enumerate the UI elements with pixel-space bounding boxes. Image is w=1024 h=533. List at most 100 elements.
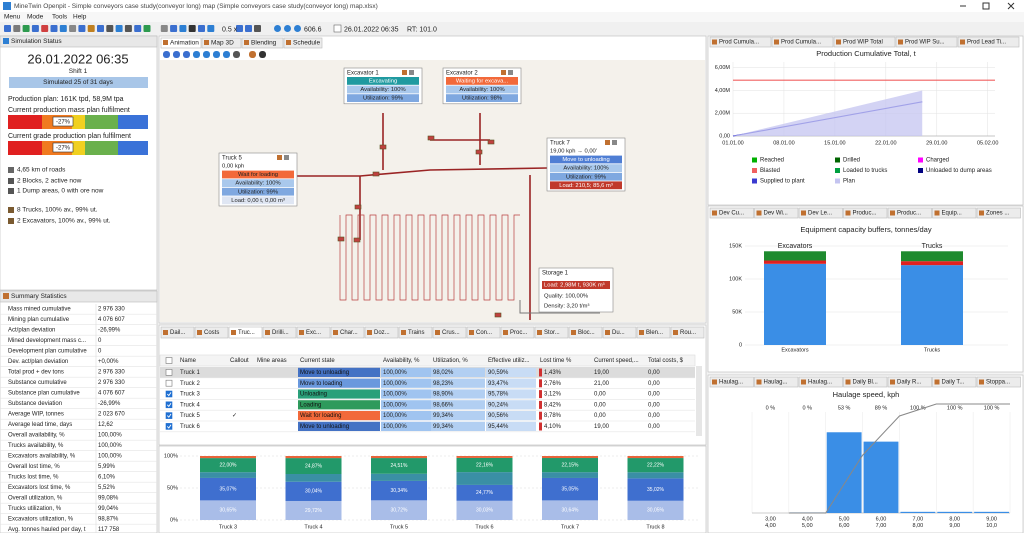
tab[interactable] — [798, 376, 843, 388]
menu-item[interactable]: Mode — [27, 14, 44, 21]
map-tool[interactable] — [213, 51, 220, 58]
tab[interactable] — [262, 326, 297, 339]
toolbar-button[interactable] — [170, 25, 178, 32]
toolbar-button[interactable] — [254, 25, 261, 32]
tab-label[interactable]: Prod Cumula... — [719, 40, 759, 46]
tab[interactable] — [228, 326, 263, 339]
tab-label[interactable]: Bloc... — [578, 330, 595, 336]
tab[interactable] — [932, 207, 977, 219]
tab-label[interactable]: Dev Cu... — [719, 211, 744, 217]
tab[interactable] — [754, 376, 799, 388]
tab-label[interactable]: Trains — [408, 330, 424, 336]
toolbar-button[interactable] — [274, 25, 281, 32]
toolbar-button[interactable] — [207, 25, 215, 32]
tab[interactable] — [887, 207, 932, 219]
tab[interactable] — [670, 326, 705, 339]
toolbar-button[interactable] — [69, 25, 77, 32]
toolbar-button[interactable] — [97, 25, 104, 32]
tab-label[interactable]: Stor... — [544, 330, 560, 336]
toolbar-button[interactable] — [245, 25, 252, 32]
toolbar-button[interactable] — [188, 25, 196, 32]
tab-label[interactable]: Con... — [476, 330, 492, 336]
tab-label[interactable]: Haulag... — [808, 380, 832, 386]
checkbox[interactable] — [165, 423, 173, 430]
tab[interactable] — [398, 326, 433, 339]
tab-label[interactable]: Produc... — [897, 211, 921, 217]
toolbar-button[interactable] — [50, 25, 58, 32]
tab[interactable] — [330, 326, 365, 339]
tab-label[interactable]: Daily R... — [897, 380, 922, 386]
toolbar-button[interactable] — [284, 25, 291, 32]
tab-label[interactable]: Char... — [340, 330, 358, 336]
tab-label[interactable]: Dail... — [170, 330, 186, 336]
toolbar-button[interactable] — [13, 25, 21, 32]
tab[interactable] — [843, 207, 888, 219]
map-tool[interactable] — [193, 51, 200, 58]
map-tool[interactable] — [249, 51, 256, 58]
tab-label[interactable]: Drilli... — [272, 330, 289, 336]
toolbar-button[interactable] — [124, 25, 132, 32]
tab[interactable] — [709, 207, 754, 219]
map-tool[interactable] — [203, 51, 210, 58]
tab-label[interactable]: Map 3D — [211, 40, 234, 47]
close-button[interactable] — [1007, 2, 1015, 10]
tab[interactable] — [957, 36, 1020, 48]
toolbar-button[interactable] — [4, 25, 11, 32]
toolbar-button[interactable] — [160, 25, 168, 32]
tab[interactable] — [534, 326, 569, 339]
toolbar-button[interactable] — [236, 25, 243, 32]
tab[interactable] — [160, 326, 195, 339]
toolbar-button[interactable] — [294, 25, 301, 32]
tab[interactable] — [160, 37, 202, 49]
toolbar-button[interactable] — [143, 25, 151, 32]
tab[interactable] — [976, 376, 1021, 388]
tab[interactable] — [798, 207, 843, 219]
tab-label[interactable]: Prod WIP Su... — [905, 40, 945, 46]
tab-label[interactable]: Prod Lead Ti... — [967, 40, 1006, 46]
checkbox[interactable] — [165, 357, 173, 364]
tab-label[interactable]: Prod Cumula... — [781, 40, 821, 46]
tab[interactable] — [602, 326, 637, 339]
tab[interactable] — [296, 326, 331, 339]
tab-label[interactable]: Prod WIP Total — [843, 40, 883, 46]
toolbar-button[interactable] — [87, 25, 95, 32]
tab[interactable] — [887, 376, 932, 388]
tab-label[interactable]: Blen... — [646, 330, 663, 336]
map-tool[interactable] — [183, 51, 190, 58]
tab-label[interactable]: Truc... — [238, 330, 255, 336]
checkbox[interactable] — [165, 390, 173, 398]
tab-label[interactable]: Daily Bl... — [853, 380, 879, 386]
toolbar-button[interactable] — [78, 25, 86, 32]
tab[interactable] — [283, 37, 323, 49]
map-tool[interactable] — [233, 51, 240, 58]
checkbox[interactable] — [165, 401, 173, 409]
tab-label[interactable]: Daily T... — [942, 380, 965, 386]
checkbox[interactable] — [165, 369, 173, 376]
tab-label[interactable]: Schedule — [293, 40, 320, 47]
tab-label[interactable]: Proc... — [510, 330, 528, 336]
tab-label[interactable]: Zones ... — [986, 211, 1010, 217]
maximize-button[interactable] — [982, 2, 990, 10]
tab-label[interactable]: Du... — [612, 330, 625, 336]
map-tool[interactable] — [259, 51, 266, 58]
toolbar-button[interactable] — [179, 25, 187, 32]
tab-label[interactable]: Haulag... — [764, 380, 788, 386]
toolbar-button[interactable] — [198, 25, 205, 32]
tab[interactable] — [976, 207, 1021, 219]
tab-label[interactable]: Haulag... — [719, 380, 743, 386]
tab[interactable] — [895, 36, 958, 48]
tab[interactable] — [364, 326, 399, 339]
tab-label[interactable]: Animation — [170, 40, 199, 47]
menu-item[interactable]: Tools — [52, 14, 68, 21]
tab[interactable] — [201, 37, 242, 49]
tab-label[interactable]: Rou... — [680, 330, 696, 336]
tab[interactable] — [833, 36, 896, 48]
tab-label[interactable]: Dev Wi... — [764, 211, 789, 217]
toolbar-button[interactable] — [59, 25, 67, 32]
menu-item[interactable]: Help — [73, 14, 87, 21]
tab[interactable] — [636, 326, 671, 339]
checkbox[interactable] — [165, 412, 173, 419]
toolbar-button[interactable] — [22, 25, 30, 32]
map-tool[interactable] — [223, 51, 230, 58]
menu-item[interactable]: Menu — [4, 14, 21, 21]
